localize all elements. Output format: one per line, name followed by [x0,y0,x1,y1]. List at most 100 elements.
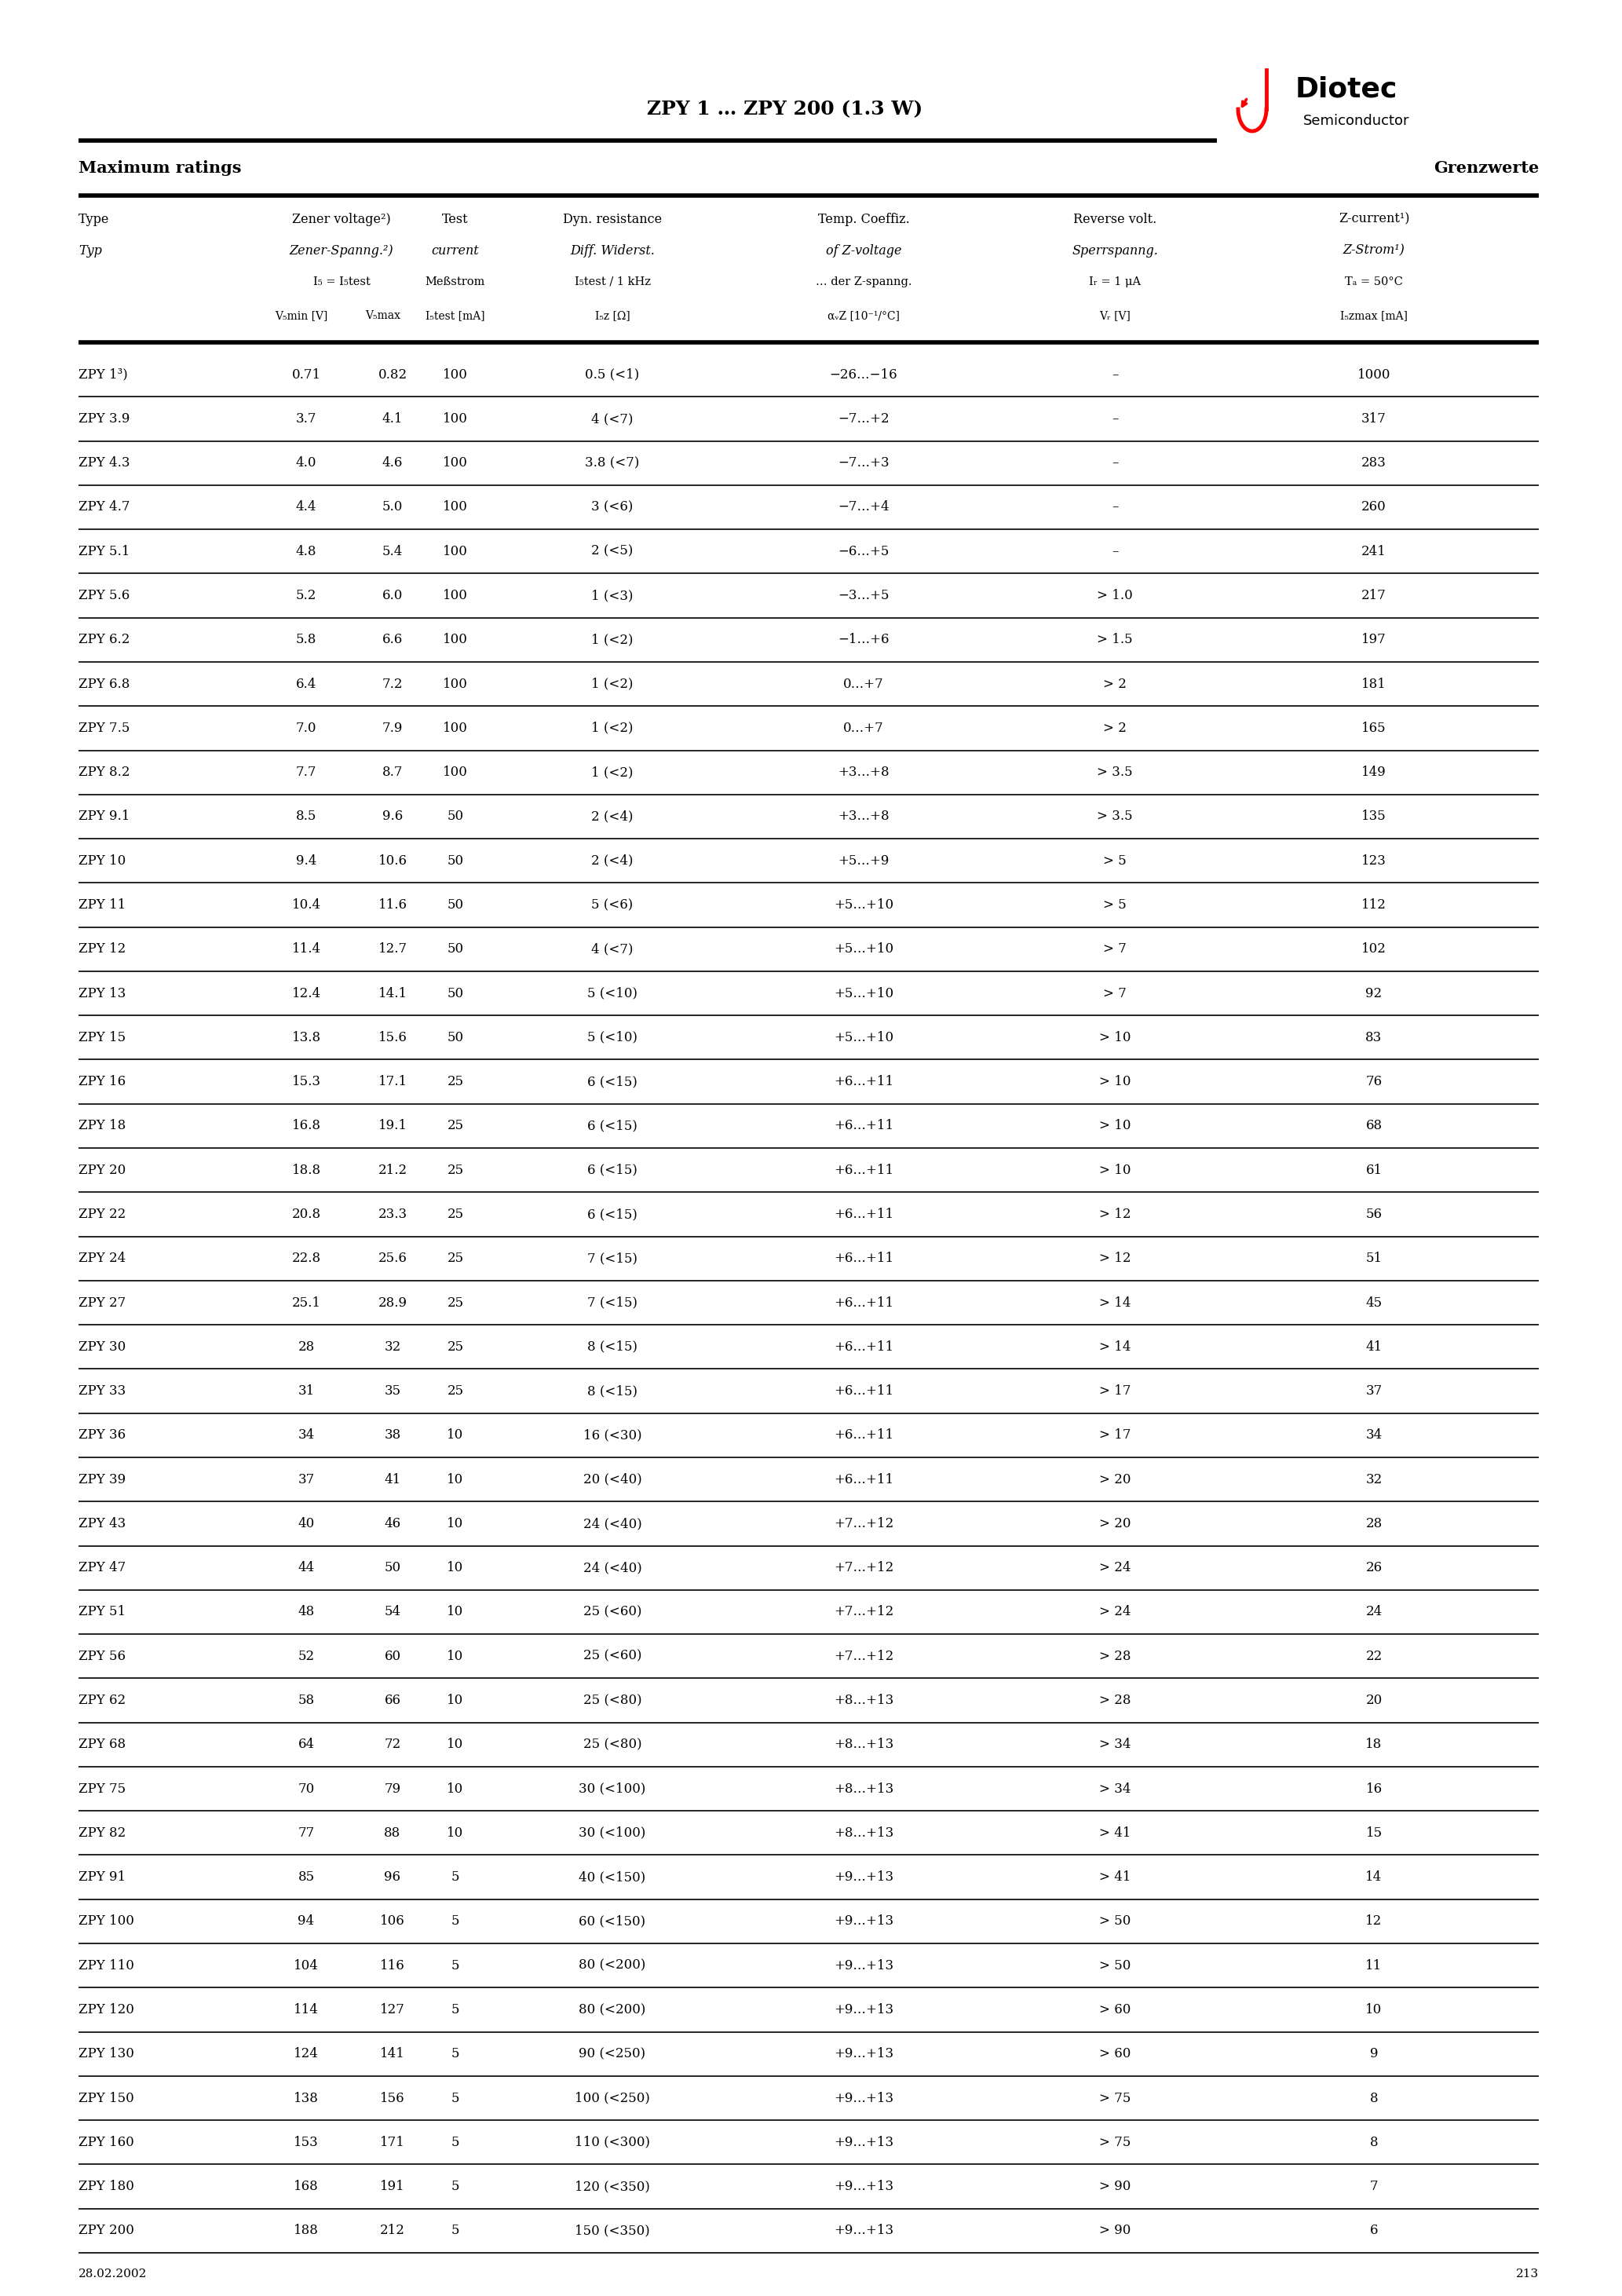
Text: 7 (<15): 7 (<15) [587,1295,637,1309]
Text: –: – [1111,457,1118,471]
Text: 30 (<100): 30 (<100) [579,1782,646,1795]
Text: 0…+7: 0…+7 [843,677,884,691]
Text: ZPY 12: ZPY 12 [78,941,127,955]
Text: ZPY 1³): ZPY 1³) [78,367,128,381]
Text: 56: 56 [1366,1208,1382,1221]
Text: 6.4: 6.4 [295,677,316,691]
Text: 50: 50 [448,1031,464,1045]
Text: 54: 54 [384,1605,401,1619]
Text: 60 (<150): 60 (<150) [579,1915,646,1929]
Text: 127: 127 [380,2002,406,2016]
Text: −7…+3: −7…+3 [839,457,889,471]
Text: 5.4: 5.4 [383,544,402,558]
Text: 10: 10 [448,1825,464,1839]
Text: 20: 20 [1366,1694,1382,1708]
Text: … der Z-spanng.: … der Z-spanng. [816,276,912,287]
Text: 3.8 (<7): 3.8 (<7) [586,457,639,471]
Text: 40: 40 [298,1518,315,1531]
Text: 4.0: 4.0 [295,457,316,471]
Text: 5 (<10): 5 (<10) [587,987,637,1001]
Text: 90 (<250): 90 (<250) [579,2048,646,2060]
Text: 68: 68 [1366,1118,1382,1132]
Text: ZPY 1 … ZPY 200 (1.3 W): ZPY 1 … ZPY 200 (1.3 W) [647,99,923,119]
Text: > 7: > 7 [1103,987,1127,1001]
Text: −26…−16: −26…−16 [829,367,897,381]
Text: 0.5 (<1): 0.5 (<1) [586,367,639,381]
Text: Tₐ = 50°C: Tₐ = 50°C [1345,276,1403,287]
Text: 4.4: 4.4 [295,501,316,514]
Text: +8…+13: +8…+13 [834,1738,894,1752]
Text: −6…+5: −6…+5 [839,544,889,558]
Text: 6.6: 6.6 [383,634,402,647]
Text: 100: 100 [443,367,467,381]
Text: 123: 123 [1361,854,1387,868]
Text: 37: 37 [1366,1384,1382,1398]
Text: 41: 41 [384,1472,401,1486]
Text: ZPY 30: ZPY 30 [78,1341,127,1355]
Text: 11.4: 11.4 [292,941,321,955]
Text: 100: 100 [443,634,467,647]
Text: +8…+13: +8…+13 [834,1782,894,1795]
Text: 77: 77 [298,1825,315,1839]
Text: 4 (<7): 4 (<7) [592,413,633,425]
Text: ZPY 100: ZPY 100 [78,1915,135,1929]
Text: +6…+11: +6…+11 [834,1472,894,1486]
Text: 100: 100 [443,501,467,514]
Text: Dyn. resistance: Dyn. resistance [563,214,662,225]
Text: 149: 149 [1361,765,1387,778]
Text: 32: 32 [384,1341,401,1355]
Text: > 14: > 14 [1100,1341,1131,1355]
Text: +3…+8: +3…+8 [839,765,889,778]
Text: 18.8: 18.8 [292,1164,321,1178]
Text: > 7: > 7 [1103,941,1127,955]
Text: Grenzwerte: Grenzwerte [1434,161,1539,177]
Text: 5.8: 5.8 [295,634,316,647]
Text: +6…+11: +6…+11 [834,1251,894,1265]
Text: 8 (<15): 8 (<15) [587,1384,637,1398]
Text: +9…+13: +9…+13 [834,2048,894,2060]
Text: 1 (<2): 1 (<2) [592,765,633,778]
Text: –: – [1111,501,1118,514]
Text: 6.0: 6.0 [383,590,402,602]
Text: 10: 10 [448,1694,464,1708]
Text: 30 (<100): 30 (<100) [579,1825,646,1839]
Text: 92: 92 [1366,987,1382,1001]
Text: 217: 217 [1361,590,1387,602]
Text: > 10: > 10 [1100,1031,1131,1045]
Text: ZPY 13: ZPY 13 [78,987,127,1001]
Text: 5: 5 [451,2225,459,2236]
Text: 7: 7 [1369,2179,1379,2193]
Text: ZPY 22: ZPY 22 [78,1208,127,1221]
Text: 15.6: 15.6 [378,1031,407,1045]
Text: ZPY 16: ZPY 16 [78,1075,127,1088]
Text: 35: 35 [384,1384,401,1398]
Text: 0…+7: 0…+7 [843,721,884,735]
Text: ZPY 62: ZPY 62 [78,1694,127,1708]
Text: 20 (<40): 20 (<40) [582,1472,642,1486]
Text: 45: 45 [1366,1295,1382,1309]
Text: I₅test / 1 kHz: I₅test / 1 kHz [574,276,650,287]
Text: 7.7: 7.7 [295,765,316,778]
Text: 64: 64 [298,1738,315,1752]
Text: +8…+13: +8…+13 [834,1825,894,1839]
Text: 38: 38 [384,1428,401,1442]
Text: 188: 188 [294,2225,318,2236]
Text: 100: 100 [443,677,467,691]
Text: 150 (<350): 150 (<350) [574,2225,650,2236]
Text: 8: 8 [1369,2135,1379,2149]
Text: 19.1: 19.1 [378,1118,407,1132]
Text: > 5: > 5 [1103,898,1127,912]
Text: +6…+11: +6…+11 [834,1208,894,1221]
Text: Vᵣ [V]: Vᵣ [V] [1100,310,1131,321]
Text: 104: 104 [294,1958,318,1972]
Text: > 34: > 34 [1100,1782,1131,1795]
Text: > 90: > 90 [1100,2225,1131,2236]
Text: 10: 10 [448,1428,464,1442]
Text: 25: 25 [448,1295,464,1309]
Text: 5 (<10): 5 (<10) [587,1031,637,1045]
Text: 25: 25 [448,1384,464,1398]
Text: 317: 317 [1361,413,1387,425]
Text: +6…+11: +6…+11 [834,1295,894,1309]
Text: Semiconductor: Semiconductor [1302,115,1410,129]
Text: 79: 79 [384,1782,401,1795]
